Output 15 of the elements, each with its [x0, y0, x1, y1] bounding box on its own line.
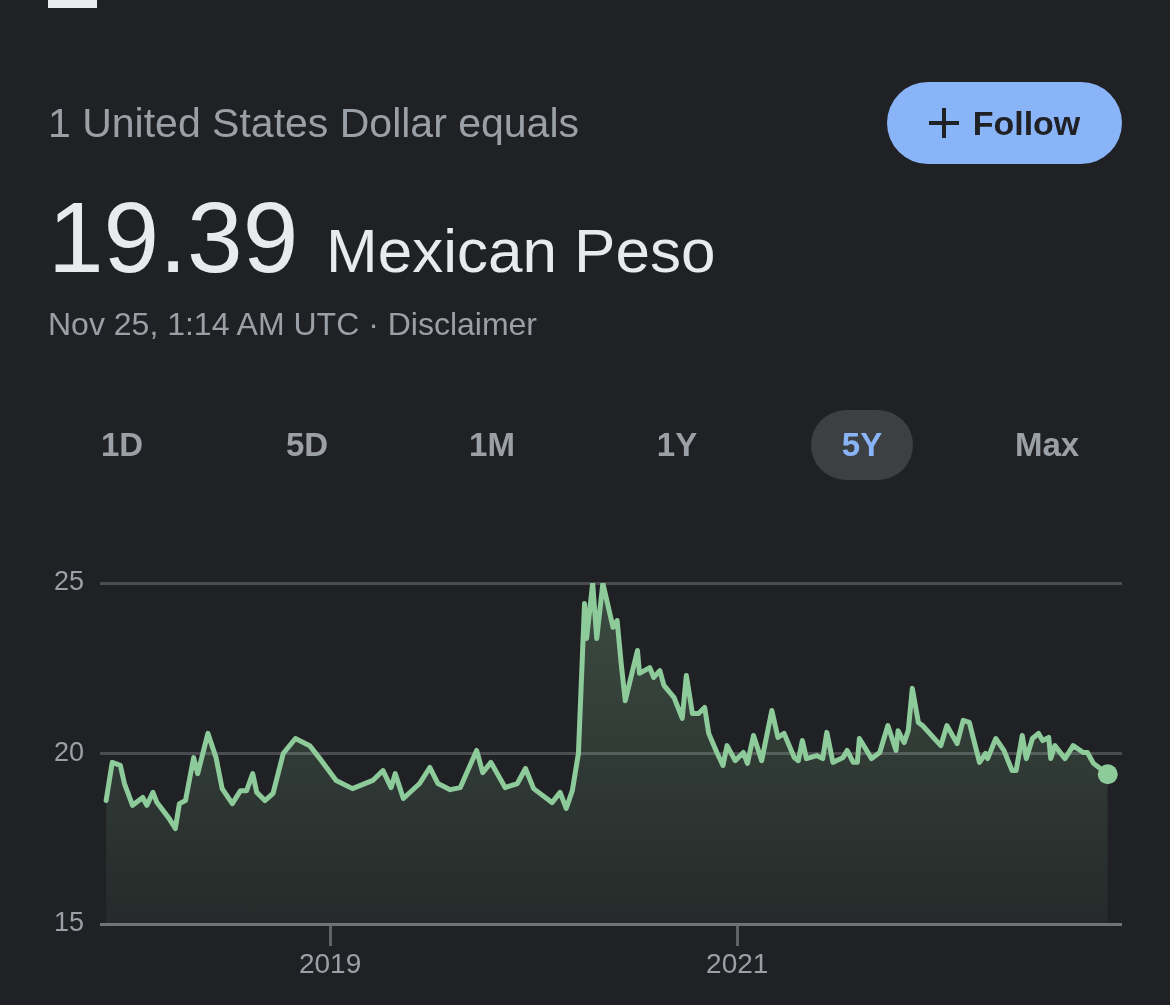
text: 1D: [99, 425, 145, 465]
x-tick-label: 2019: [298, 947, 362, 979]
y-tick-label: 15: [53, 907, 84, 938]
chart-subtitle: 19.39 Mexican Peso: [48, 181, 716, 293]
text: Follow: [972, 103, 1081, 143]
text: Max: [1013, 425, 1081, 465]
y-tick-label: 20: [53, 736, 84, 767]
text: 5Y: [811, 410, 913, 480]
text: 1Y: [655, 425, 699, 465]
text: Nov 25, 1:14 AM UTC · Disclaimer: [48, 306, 538, 343]
x-tick-label: 2021: [706, 947, 769, 979]
y-tick-label: 25: [53, 566, 84, 597]
text: 1M: [468, 425, 516, 465]
text: 5D: [284, 425, 330, 465]
chart-title: 1 United States Dollar equals: [48, 100, 580, 147]
